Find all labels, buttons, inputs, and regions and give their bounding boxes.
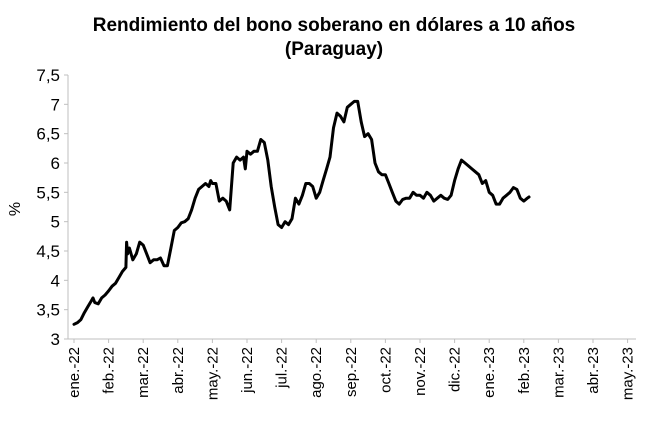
y-tick-label: 6	[51, 154, 60, 173]
x-tick-label: may.-23	[620, 347, 637, 400]
x-tick-label: dic.-22	[447, 347, 464, 392]
x-tick-label: feb.-22	[101, 347, 118, 394]
x-tick-label: ene.-22	[66, 347, 83, 398]
chart-title: Rendimiento del bono soberano en dólares…	[92, 15, 576, 36]
y-tick-label: 7,5	[36, 66, 60, 85]
y-tick-label: 6,5	[36, 125, 60, 144]
x-tick-label: mar.-23	[550, 347, 567, 398]
y-tick-label: 4,5	[36, 242, 60, 261]
y-axis: 3 3,5 4 4,5 5 5,5 6 6,5 7 7,5	[36, 66, 69, 349]
x-tick-label: feb.-23	[516, 347, 533, 394]
x-tick-label: jul.-22	[274, 347, 291, 389]
plot-area	[72, 99, 531, 326]
x-tick-label: ago.-22	[308, 347, 325, 398]
x-tick-label: may.-22	[204, 347, 221, 400]
x-axis: ene.-22 feb.-22 mar.-22 abr.-22 may.-22 jun.-…	[66, 338, 637, 400]
yield-series-line	[72, 99, 531, 326]
x-tick-label: jun.-22	[239, 347, 256, 394]
x-tick-label: nov.-22	[412, 347, 429, 396]
y-tick-label: 5	[51, 213, 60, 232]
y-tick-label: 3,5	[36, 301, 60, 320]
y-tick-label: 7	[51, 95, 60, 114]
x-tick-label: ene.-23	[481, 347, 498, 398]
y-tick-label: 3	[51, 330, 60, 349]
y-axis-label: %	[7, 202, 24, 216]
x-tick-label: oct.-22	[377, 347, 394, 393]
y-tick-label: 4	[51, 271, 60, 290]
x-tick-label: mar.-22	[135, 347, 152, 398]
chart-subtitle: (Paraguay)	[284, 39, 384, 60]
x-tick-label: abr.-23	[585, 347, 602, 394]
x-tick-label: abr.-22	[170, 347, 187, 394]
chart-title-block: Rendimiento del bono soberano en dólares…	[0, 14, 668, 62]
y-tick-label: 5,5	[36, 183, 60, 202]
x-tick-label: sep.-22	[343, 347, 360, 397]
